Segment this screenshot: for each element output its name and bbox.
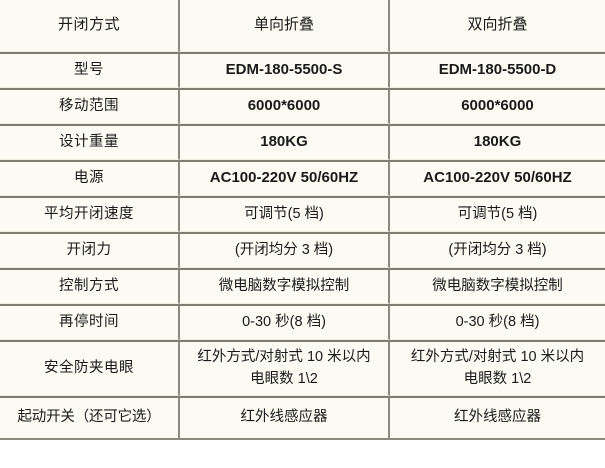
cell-double-model: EDM-180-5500-D: [390, 52, 605, 88]
table-row: 平均开闭速度 可调节(5 档) 可调节(5 档): [0, 196, 605, 232]
cell-double-safety-beam: 红外方式/对射式 10 米以内 电眼数 1\2: [390, 340, 605, 396]
table-row: 再停时间 0-30 秒(8 档) 0-30 秒(8 档): [0, 304, 605, 340]
cell-single-hold-open-time: 0-30 秒(8 档): [180, 304, 390, 340]
row-label-activation-switch: 起动开关（还可它选）: [0, 396, 180, 440]
cell-single-average-speed: 可调节(5 档): [180, 196, 390, 232]
cell-double-control-method: 微电脑数字模拟控制: [390, 268, 605, 304]
table-row: 安全防夹电眼 红外方式/对射式 10 米以内 电眼数 1\2 红外方式/对射式 1…: [0, 340, 605, 396]
row-label-design-weight: 设计重量: [0, 124, 180, 160]
table-row: 设计重量 180KG 180KG: [0, 124, 605, 160]
table-row: 移动范围 6000*6000 6000*6000: [0, 88, 605, 124]
table-row: 型号 EDM-180-5500-S EDM-180-5500-D: [0, 52, 605, 88]
cell-single-safety-beam: 红外方式/对射式 10 米以内 电眼数 1\2: [180, 340, 390, 396]
cell-double-design-weight: 180KG: [390, 124, 605, 160]
cell-double-hold-open-time: 0-30 秒(8 档): [390, 304, 605, 340]
cell-single-design-weight: 180KG: [180, 124, 390, 160]
cell-double-travel-range: 6000*6000: [390, 88, 605, 124]
row-label-control-method: 控制方式: [0, 268, 180, 304]
row-label-power-supply: 电源: [0, 160, 180, 196]
specification-table: 开闭方式 单向折叠 双向折叠 型号 EDM-180-5500-S EDM-180…: [0, 0, 605, 440]
header-cell-single-fold: 单向折叠: [180, 0, 390, 52]
row-label-open-close-force: 开闭力: [0, 232, 180, 268]
row-label-safety-beam: 安全防夹电眼: [0, 340, 180, 396]
cell-double-power-supply: AC100-220V 50/60HZ: [390, 160, 605, 196]
table-row: 控制方式 微电脑数字模拟控制 微电脑数字模拟控制: [0, 268, 605, 304]
table-row: 电源 AC100-220V 50/60HZ AC100-220V 50/60HZ: [0, 160, 605, 196]
row-label-hold-open-time: 再停时间: [0, 304, 180, 340]
header-cell-double-fold: 双向折叠: [390, 0, 605, 52]
cell-single-open-close-force: (开闭均分 3 档): [180, 232, 390, 268]
cell-double-activation-switch: 红外线感应器: [390, 396, 605, 440]
cell-single-control-method: 微电脑数字模拟控制: [180, 268, 390, 304]
row-label-model: 型号: [0, 52, 180, 88]
table-row: 起动开关（还可它选） 红外线感应器 红外线感应器: [0, 396, 605, 440]
table-header-row: 开闭方式 单向折叠 双向折叠: [0, 0, 605, 52]
header-cell-mode: 开闭方式: [0, 0, 180, 52]
cell-double-average-speed: 可调节(5 档): [390, 196, 605, 232]
cell-double-open-close-force: (开闭均分 3 档): [390, 232, 605, 268]
cell-single-activation-switch: 红外线感应器: [180, 396, 390, 440]
cell-single-model: EDM-180-5500-S: [180, 52, 390, 88]
table-row: 开闭力 (开闭均分 3 档) (开闭均分 3 档): [0, 232, 605, 268]
row-label-travel-range: 移动范围: [0, 88, 180, 124]
cell-single-travel-range: 6000*6000: [180, 88, 390, 124]
cell-single-power-supply: AC100-220V 50/60HZ: [180, 160, 390, 196]
row-label-average-speed: 平均开闭速度: [0, 196, 180, 232]
table-body: 开闭方式 单向折叠 双向折叠 型号 EDM-180-5500-S EDM-180…: [0, 0, 605, 440]
